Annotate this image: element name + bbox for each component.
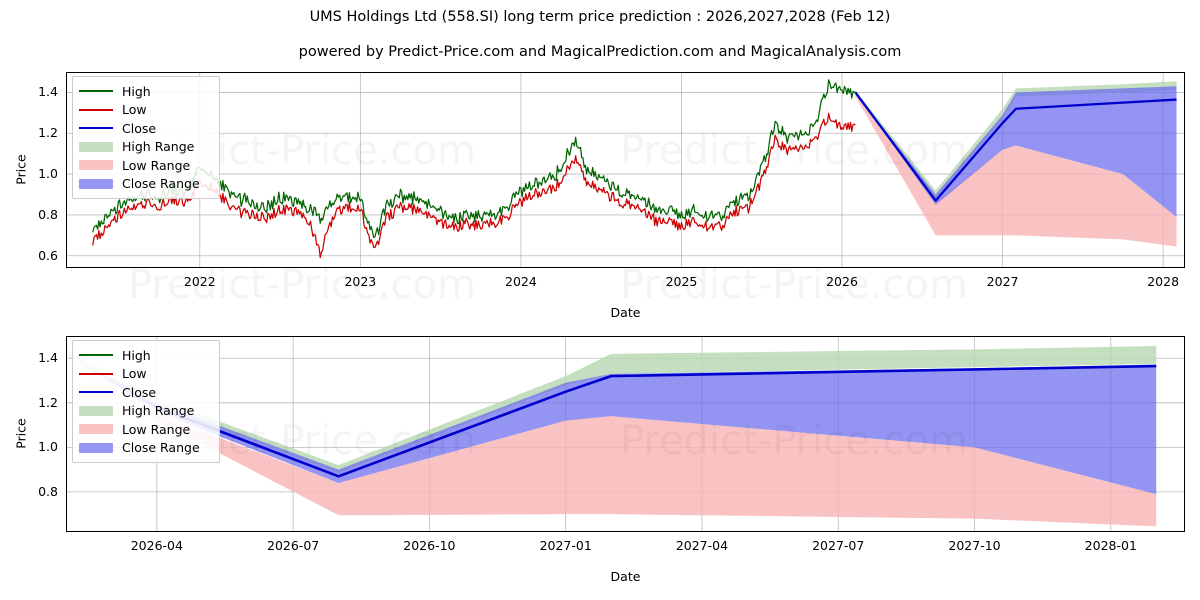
top-chart-legend: High Low Close High Range Low Range Close Ran… bbox=[72, 76, 220, 199]
bottom-chart-y-axis-label: Price bbox=[13, 418, 29, 449]
legend-patch-swatch-icon bbox=[79, 441, 113, 455]
legend-item-low-range[interactable]: Low Range bbox=[79, 156, 211, 175]
close-range-band bbox=[66, 349, 1157, 495]
top-chart-x-axis-label: Date bbox=[610, 305, 641, 320]
legend-item-label: High bbox=[122, 347, 151, 363]
y-tick-label: 1.4 bbox=[38, 84, 58, 100]
x-tick-label: 2027-04 bbox=[675, 538, 729, 553]
x-tick-label: 2023 bbox=[344, 274, 377, 289]
legend-item-label: High Range bbox=[122, 139, 195, 155]
y-tick-label: 0.8 bbox=[38, 206, 58, 222]
bottom-chart-x-axis-label: Date bbox=[610, 569, 641, 584]
low-range-band bbox=[66, 360, 1157, 527]
legend-item-close-range[interactable]: Close Range bbox=[79, 439, 211, 458]
x-tick-label: 2024 bbox=[505, 274, 537, 289]
legend-item-label: Close Range bbox=[122, 176, 200, 192]
x-tick-label: 2026-10 bbox=[403, 538, 456, 553]
legend-line-swatch-icon bbox=[79, 348, 113, 362]
legend-item-label: Low Range bbox=[122, 421, 191, 437]
legend-line-swatch-icon bbox=[79, 367, 113, 381]
x-tick-label: 2026-07 bbox=[267, 538, 320, 553]
legend-item-label: Close Range bbox=[122, 440, 200, 456]
y-tick-label: 0.6 bbox=[38, 247, 58, 263]
x-tick-label: 2027-01 bbox=[539, 538, 592, 553]
x-tick-label: 2026-04 bbox=[130, 538, 183, 553]
page-title: UMS Holdings Ltd (558.SI) long term pric… bbox=[309, 9, 891, 25]
legend-item-label: High bbox=[122, 83, 151, 99]
x-tick-label: 2027-07 bbox=[812, 538, 865, 553]
legend-line-swatch-icon bbox=[79, 103, 113, 117]
x-tick-label: 2028-01 bbox=[1084, 538, 1137, 553]
legend-item-label: Close bbox=[122, 384, 157, 400]
legend-item-high-range[interactable]: High Range bbox=[79, 402, 211, 421]
legend-item-high-range[interactable]: High Range bbox=[79, 138, 211, 157]
legend-item-close[interactable]: Close bbox=[79, 119, 211, 138]
legend-item-label: Low bbox=[122, 366, 147, 382]
y-tick-label: 1.2 bbox=[38, 394, 58, 410]
legend-line-swatch-icon bbox=[79, 84, 113, 98]
legend-patch-swatch-icon bbox=[79, 404, 113, 418]
x-tick-label: 2025 bbox=[665, 274, 698, 289]
bottom-chart-plot bbox=[66, 336, 1185, 532]
legend-patch-swatch-icon bbox=[79, 158, 113, 172]
legend-item-label: High Range bbox=[122, 403, 195, 419]
legend-item-low-range[interactable]: Low Range bbox=[79, 420, 211, 439]
close-forecast-line bbox=[854, 91, 1177, 202]
legend-item-high[interactable]: High bbox=[79, 82, 211, 101]
legend-item-label: Close bbox=[122, 120, 157, 136]
low-range-band bbox=[855, 94, 1177, 247]
legend-item-low[interactable]: Low bbox=[79, 365, 211, 384]
legend-patch-swatch-icon bbox=[79, 140, 113, 154]
bottom-chart-legend: High Low Close High Range Low Range Close Ran… bbox=[72, 340, 220, 463]
high-range-band bbox=[66, 344, 1157, 473]
legend-item-label: Low bbox=[122, 102, 147, 118]
legend-patch-swatch-icon bbox=[79, 177, 113, 191]
legend-item-close[interactable]: Close bbox=[79, 383, 211, 402]
x-tick-label: 2028 bbox=[1147, 274, 1180, 289]
close-range-band bbox=[855, 86, 1177, 217]
legend-item-label: Low Range bbox=[122, 157, 191, 173]
x-tick-label: 2022 bbox=[183, 274, 216, 289]
legend-line-swatch-icon bbox=[79, 385, 113, 399]
legend-item-close-range[interactable]: Close Range bbox=[79, 175, 211, 194]
y-tick-label: 1.4 bbox=[38, 350, 58, 366]
bottom-forecast-chart bbox=[66, 336, 1185, 532]
legend-patch-swatch-icon bbox=[79, 422, 113, 436]
x-tick-label: 2027 bbox=[986, 274, 1019, 289]
page-subtitle: powered by Predict-Price.com and Magical… bbox=[298, 44, 902, 60]
top-price-chart bbox=[66, 72, 1185, 268]
x-tick-label: 2026 bbox=[826, 274, 858, 289]
y-tick-label: 1.0 bbox=[38, 439, 58, 455]
y-tick-label: 1.2 bbox=[38, 125, 58, 141]
top-chart-y-axis-label: Price bbox=[13, 154, 29, 185]
legend-line-swatch-icon bbox=[79, 121, 113, 135]
top-chart-plot bbox=[66, 72, 1185, 268]
legend-item-low[interactable]: Low bbox=[79, 101, 211, 120]
y-tick-label: 0.8 bbox=[38, 483, 58, 499]
x-tick-label: 2027-10 bbox=[948, 538, 1001, 553]
y-tick-label: 1.0 bbox=[38, 166, 58, 182]
legend-item-high[interactable]: High bbox=[79, 346, 211, 365]
